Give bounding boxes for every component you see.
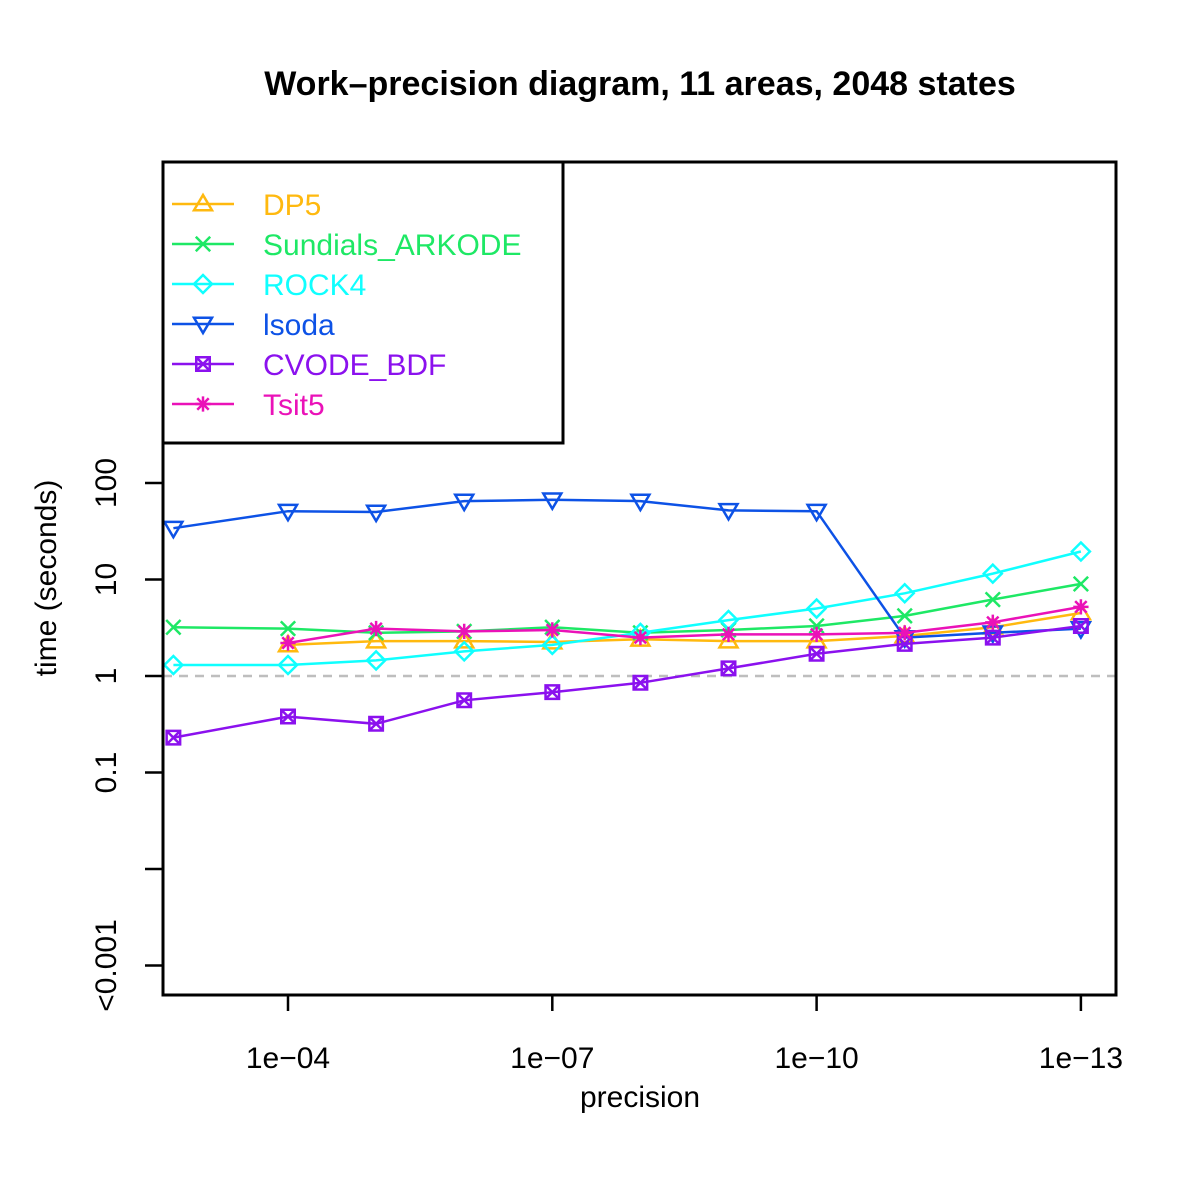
legend-marker-tsit5 (195, 396, 211, 412)
data-point-rock4 (277, 654, 299, 676)
data-point-sundials-arkode (984, 591, 1001, 608)
data-point-cvode-bdf (368, 715, 385, 732)
series-cvode-bdf (165, 617, 1089, 746)
legend-marker-dp5 (191, 192, 215, 212)
y-axis: 100 10 1 0.1 <0.001 (90, 458, 163, 1012)
y-axis-label: time (seconds) (30, 480, 63, 677)
legend-label-rock4: ROCK4 (263, 269, 366, 302)
y-tick-label: 100 (90, 458, 123, 508)
data-point-tsit5 (985, 614, 1001, 630)
legend-label-dp5: DP5 (263, 189, 321, 222)
series-line-lsoda (173, 498, 1081, 639)
x-tick-label: 1e−04 (246, 1042, 330, 1075)
data-point-dp5 (453, 629, 476, 649)
x-tick-label: 1e−13 (1039, 1042, 1123, 1075)
data-point-cvode-bdf (984, 629, 1001, 646)
data-point-tsit5 (808, 626, 825, 643)
legend-marker-lsoda (191, 316, 215, 336)
data-point-sundials-arkode (896, 607, 913, 624)
data-point-cvode-bdf (280, 708, 296, 725)
data-point-cvode-bdf (720, 660, 737, 677)
series-lsoda (162, 492, 1093, 650)
data-point-rock4 (453, 640, 475, 663)
legend-item-dp5: DP5 (172, 189, 321, 222)
data-point-cvode-bdf (1072, 617, 1089, 634)
data-point-rock4 (982, 562, 1004, 585)
data-point-lsoda (364, 504, 388, 524)
legend-item-tsit5: Tsit5 (172, 389, 325, 422)
x-axis-label: precision (580, 1081, 700, 1114)
data-point-dp5 (364, 629, 388, 649)
data-point-lsoda (276, 503, 300, 523)
data-point-sundials-arkode (1072, 575, 1089, 592)
legend-box (161, 160, 565, 445)
data-point-rock4 (893, 582, 916, 605)
legend-label-sundials-arkode: Sundials_ARKODE (263, 229, 521, 262)
data-point-tsit5 (897, 625, 913, 641)
y-tick-label: 10 (90, 563, 123, 596)
data-point-tsit5 (456, 623, 472, 640)
series-line-tsit5 (287, 605, 1082, 645)
legend-item-cvode-bdf: CVODE_BDF (172, 349, 446, 382)
data-point-lsoda (162, 520, 185, 540)
legend-item-lsoda: lsoda (172, 309, 335, 342)
data-point-lsoda (717, 502, 740, 522)
plot-area (162, 492, 1116, 746)
legend-label-tsit5: Tsit5 (263, 389, 325, 422)
legend-marker-sundials-arkode (194, 235, 212, 253)
legend-label-cvode-bdf: CVODE_BDF (263, 349, 446, 382)
data-point-cvode-bdf (808, 645, 825, 662)
data-point-sundials-arkode (279, 620, 297, 637)
y-tick-label: <0.001 (90, 919, 123, 1012)
y-tick-label: 0.1 (90, 752, 123, 794)
y-tick-label: 1 (90, 668, 123, 685)
data-point-cvode-bdf (896, 635, 913, 652)
legend-item-sundials-arkode: Sundials_ARKODE (172, 229, 521, 262)
legend: DP5 Sundials_ARKODE ROCK4 lsoda CVODE_BDF Tsi… (161, 160, 565, 445)
legend-item-rock4: ROCK4 (172, 269, 366, 302)
data-point-sundials-arkode (165, 619, 182, 636)
data-point-cvode-bdf (544, 684, 561, 701)
data-point-cvode-bdf (165, 729, 182, 746)
x-tick-label: 1e−07 (510, 1042, 594, 1075)
data-point-lsoda (629, 493, 652, 513)
data-point-rock4 (365, 649, 387, 672)
legend-label-lsoda: lsoda (263, 309, 335, 342)
data-point-rock4 (162, 654, 185, 676)
data-point-lsoda (541, 492, 564, 512)
data-point-rock4 (805, 597, 828, 620)
data-point-cvode-bdf (456, 692, 473, 709)
data-point-tsit5 (544, 622, 560, 638)
data-point-lsoda (805, 503, 828, 523)
series-tsit5 (280, 599, 1089, 651)
x-tick-label: 1e−10 (774, 1042, 858, 1075)
legend-marker-rock4 (192, 273, 214, 295)
data-point-tsit5 (632, 629, 649, 646)
data-point-rock4 (1070, 540, 1092, 563)
data-point-rock4 (541, 634, 564, 656)
data-point-cvode-bdf (632, 674, 649, 691)
legend-marker-cvode-bdf (195, 356, 211, 372)
series-line-dp5 (287, 611, 1082, 647)
data-point-lsoda (453, 493, 476, 513)
x-axis: 1e−04 1e−07 1e−10 1e−13 (246, 995, 1123, 1075)
data-point-tsit5 (720, 626, 737, 643)
data-point-tsit5 (368, 620, 384, 637)
data-point-tsit5 (280, 635, 296, 651)
data-point-tsit5 (1073, 599, 1089, 615)
chart-title: Work–precision diagram, 11 areas, 2048 s… (264, 65, 1016, 103)
series-line-sundials-arkode (173, 582, 1082, 635)
